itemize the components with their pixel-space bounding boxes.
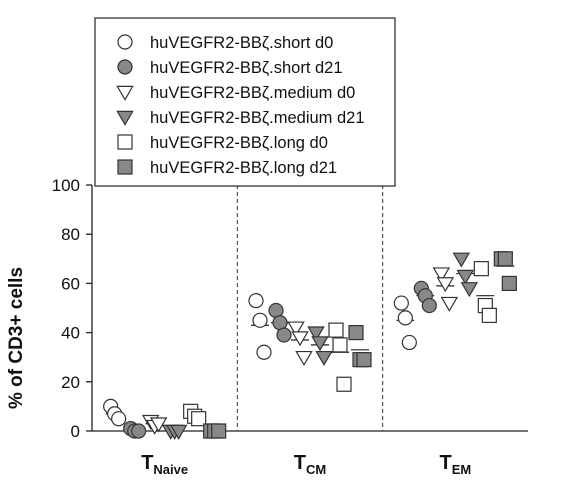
data-point: [440, 296, 459, 312]
data-point: [452, 252, 471, 268]
legend-box: [94, 17, 396, 187]
data-point: [191, 411, 207, 427]
data-point: [307, 326, 325, 342]
data-point: [211, 423, 227, 439]
data-point: [397, 310, 413, 326]
x-category-label: TEM: [439, 452, 471, 477]
y-tick-label: 0: [71, 422, 80, 441]
x-category-label: TCM: [294, 452, 326, 477]
data-point: [481, 307, 497, 323]
category-subscript: EM: [452, 462, 472, 477]
y-tick-label: 40: [61, 324, 80, 343]
legend-marker: [117, 34, 133, 50]
data-point: [295, 350, 313, 367]
category-main: T: [439, 452, 451, 474]
legend-label: huVEGFR2-BBζ.long d21: [150, 159, 337, 177]
legend-label: huVEGFR2-BBζ.medium d0: [150, 84, 355, 102]
y-tick-label: 80: [61, 225, 80, 244]
y-tick-label: 20: [61, 373, 80, 392]
data-point: [248, 293, 264, 309]
data-point: [356, 352, 372, 368]
category-main: T: [294, 452, 306, 474]
data-point: [401, 334, 417, 351]
legend-marker: [117, 59, 133, 75]
data-point: [332, 337, 348, 353]
data-point: [131, 423, 147, 439]
data-point: [252, 312, 268, 328]
data-point: [111, 411, 127, 427]
data-point: [497, 251, 513, 267]
y-axis-title: % of CD3+ cells: [6, 267, 27, 409]
data-point: [328, 322, 344, 338]
y-tick-label: 100: [52, 176, 80, 195]
data-point: [436, 277, 455, 293]
data-point: [348, 325, 364, 341]
category-subscript: Naive: [153, 462, 188, 477]
y-tick-label: 60: [61, 274, 80, 293]
data-point: [393, 295, 409, 311]
data-point: [432, 267, 451, 283]
legend-label: huVEGFR2-BBζ.short d21: [150, 59, 343, 77]
legend-label: huVEGFR2-BBζ.medium d21: [150, 109, 365, 127]
data-point: [287, 321, 305, 337]
data-point: [169, 424, 188, 440]
data-point: [311, 336, 329, 352]
data-point: [315, 350, 333, 367]
data-point: [501, 275, 517, 291]
data-point: [456, 269, 475, 285]
x-category-label: TNaive: [141, 452, 188, 477]
data-point: [336, 376, 352, 392]
legend-marker: [116, 85, 134, 101]
legend-marker: [116, 110, 134, 126]
category-main: T: [141, 452, 153, 474]
data-point: [276, 327, 292, 343]
legend-marker: [117, 134, 133, 150]
data-point: [256, 344, 272, 360]
data-point: [421, 297, 437, 314]
data-point: [149, 417, 168, 433]
data-point: [473, 261, 489, 277]
legend-marker: [117, 159, 133, 175]
data-point: [291, 331, 309, 347]
legend-label: huVEGFR2-BBζ.long d0: [150, 134, 328, 152]
category-subscript: CM: [306, 462, 326, 477]
legend-label: huVEGFR2-BBζ.short d0: [150, 34, 333, 52]
data-point: [460, 282, 479, 298]
